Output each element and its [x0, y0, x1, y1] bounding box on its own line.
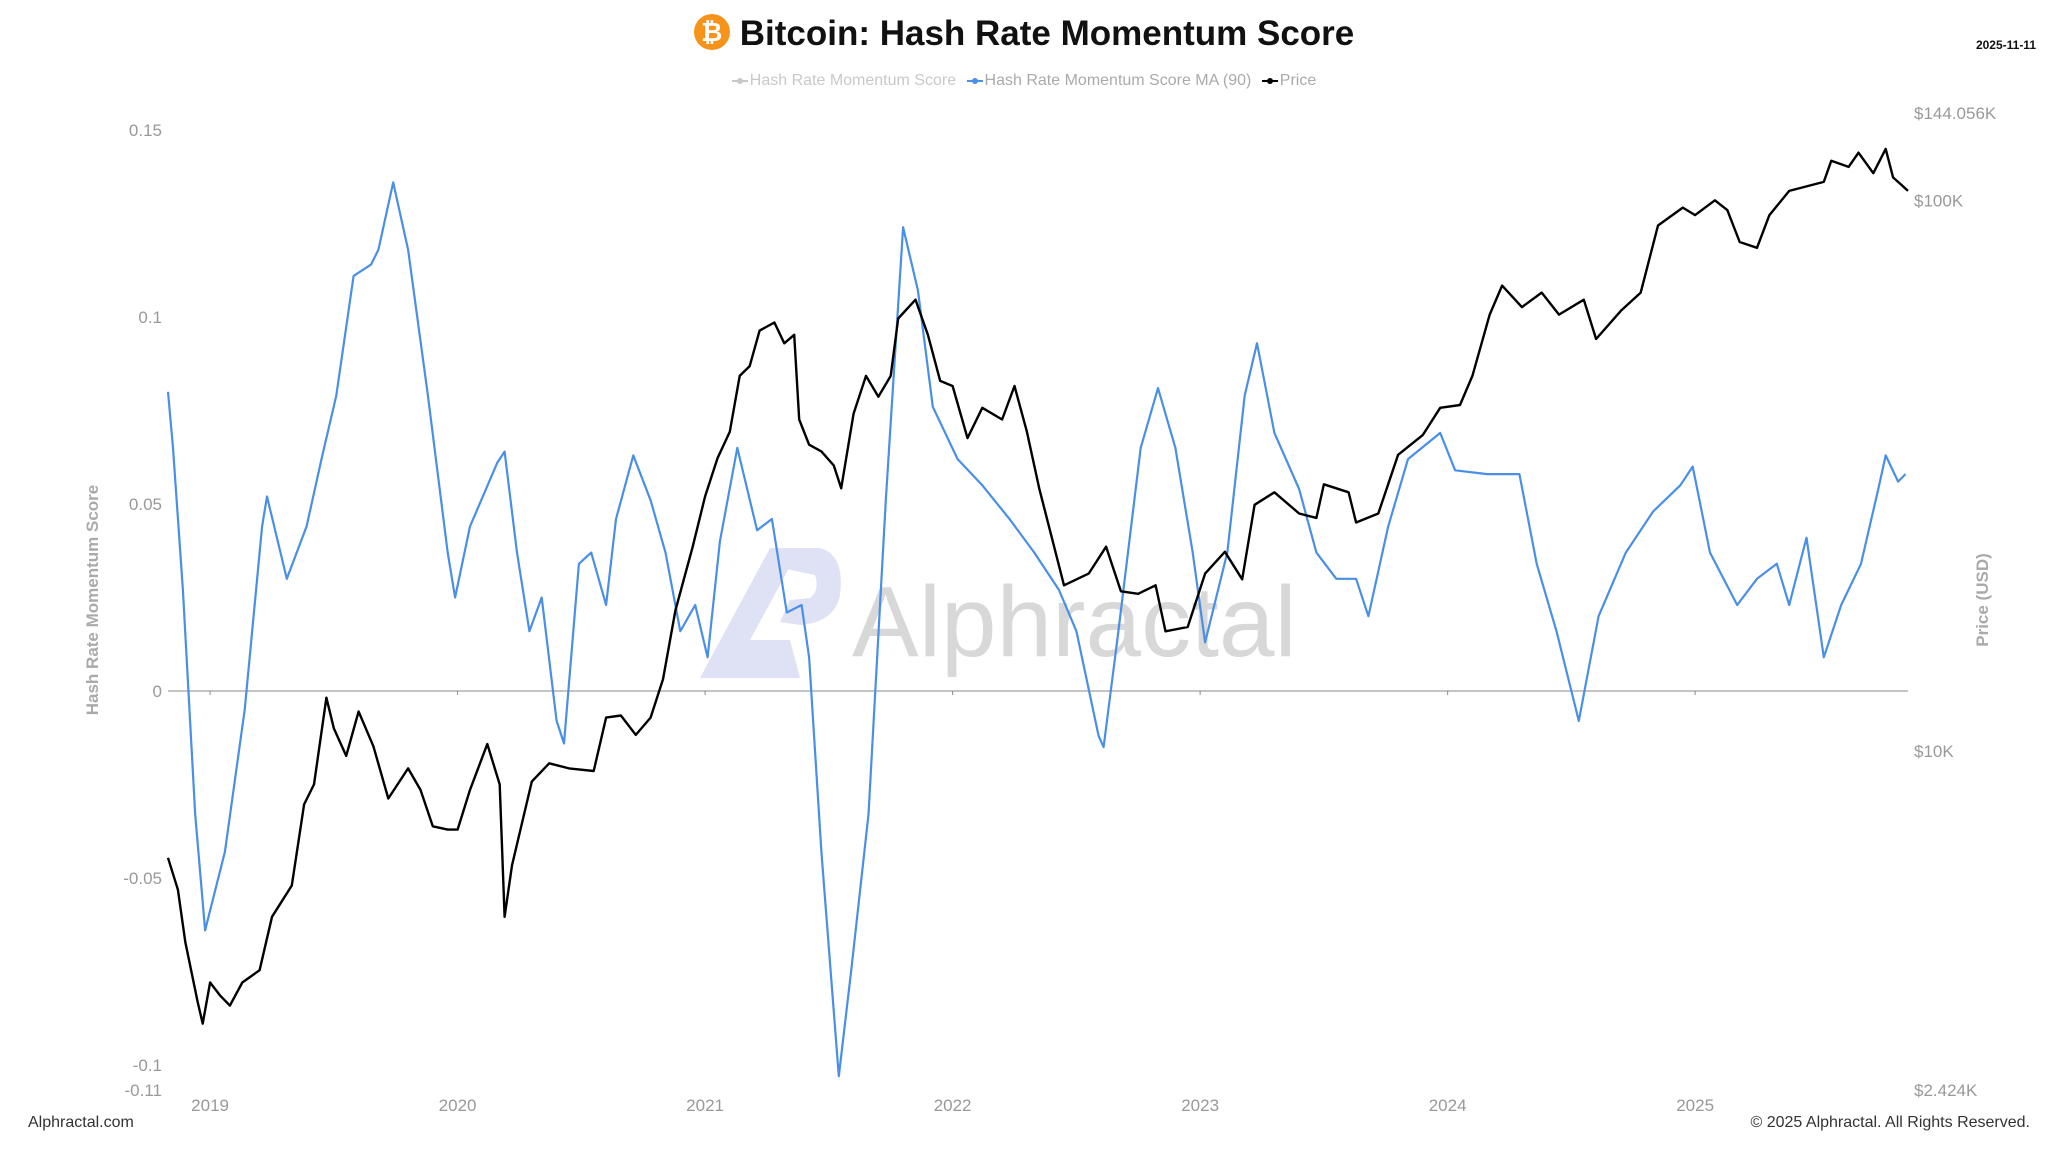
footer-copyright: © 2025 Alphractal. All Rights Reserved. — [1750, 1114, 2031, 1131]
legend-label: Hash Rate Momentum Score — [749, 72, 957, 89]
legend-item-price[interactable]: Price — [1261, 72, 1317, 90]
x-tick-label: 2025 — [1676, 1096, 1714, 1115]
y-right-tick-label: $144.056K — [1914, 104, 1997, 123]
y-tick-label: -0.11 — [125, 1081, 163, 1100]
legend-item-score[interactable]: Hash Rate Momentum Score — [731, 72, 957, 90]
watermark-text: Alphractal — [852, 566, 1297, 678]
watermark: Alphractal — [700, 548, 1297, 678]
y-tick-label: -0.1 — [133, 1056, 162, 1075]
series-line-price — [166, 147, 1909, 1025]
x-tick-label: 2021 — [686, 1096, 724, 1115]
x-tick-label: 2019 — [191, 1096, 229, 1115]
y-right-tick-label: $100K — [1914, 191, 1964, 210]
chart-title: ₿ Bitcoin: Hash Rate Momentum Score — [0, 13, 2048, 54]
footer-site-link[interactable]: Alphractal.com — [28, 1114, 134, 1131]
legend-label: Price — [1279, 72, 1317, 89]
legend-marker-icon — [731, 77, 748, 84]
x-tick-label: 2023 — [1181, 1096, 1219, 1115]
legend-item-ma[interactable]: Hash Rate Momentum Score MA (90) — [966, 72, 1252, 90]
y-tick-label: 0.1 — [138, 308, 162, 327]
legend-label: Hash Rate Momentum Score MA (90) — [984, 72, 1252, 89]
y-tick-label: 0.15 — [129, 121, 162, 140]
x-tick-label: 2024 — [1429, 1096, 1467, 1115]
y-axis-right-title: Price (USD) — [1973, 553, 1992, 647]
chart-date: 2025-11-11 — [1975, 38, 2036, 52]
legend-marker-icon — [1261, 77, 1278, 84]
y-right-tick-label: $2.424K — [1914, 1081, 1978, 1100]
series-line-ma — [166, 181, 1907, 1078]
legend-marker-icon — [966, 77, 983, 84]
legend: Hash Rate Momentum Score Hash Rate Momen… — [0, 72, 2048, 90]
y-right-tick-label: $10K — [1914, 742, 1954, 761]
y-tick-label: -0.05 — [123, 869, 162, 888]
y-tick-label: 0 — [153, 682, 162, 701]
watermark-logo-icon — [700, 548, 841, 678]
chart-title-text: Bitcoin: Hash Rate Momentum Score — [739, 14, 1355, 53]
y-tick-label: 0.05 — [129, 495, 162, 514]
bitcoin-icon: ₿ — [693, 13, 730, 50]
y-axis-title: Hash Rate Momentum Score — [83, 485, 102, 716]
x-tick-label: 2022 — [934, 1096, 972, 1115]
x-tick-label: 2020 — [439, 1096, 477, 1115]
